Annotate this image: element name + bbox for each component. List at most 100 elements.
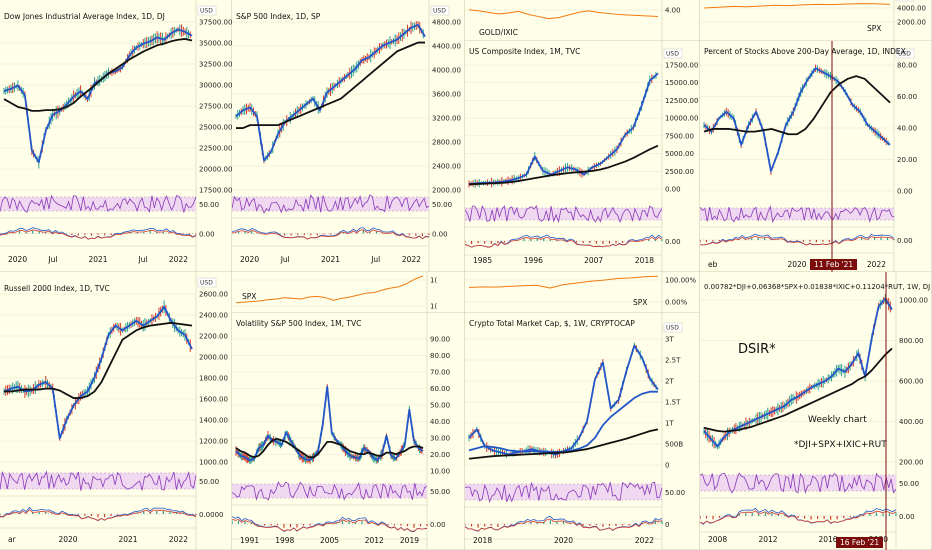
y-tick-label: 27500.00 <box>199 103 232 111</box>
currency-badge <box>895 48 915 59</box>
macd-signal-line <box>700 235 895 246</box>
macd-tick-label: 0.0000 <box>199 511 224 519</box>
panel-dji: 37500.00 35000.00 32500.00 30000.00 27500.00… <box>0 0 232 272</box>
y-tick-label: 2500.00 <box>665 168 694 176</box>
y-tick-label: 40.00 <box>430 418 450 426</box>
series-line-price <box>703 3 891 9</box>
x-tick-label: 2018 <box>473 536 492 545</box>
macd-line <box>0 227 197 240</box>
macd-signal-line <box>700 510 897 525</box>
y-tick-label: 20000.00 <box>199 166 232 174</box>
panel-vix: 90.00 80.00 70.00 60.00 50.00 40.00 30.00 20.00… <box>232 313 465 550</box>
chart-vix: 90.00 80.00 70.00 60.00 50.00 40.00 30.00 20.00… <box>232 313 465 550</box>
chart-title: SPX <box>867 24 882 33</box>
series-line-ma <box>235 437 424 459</box>
series-line-ma <box>3 38 193 112</box>
y-tick-label: 2000.00 <box>432 187 461 195</box>
panel-crypto: 3T 2.5T 2T 1.5T 1T 500B 0 USD 50.00 0 2018 2020 2022… <box>465 313 700 550</box>
y-tick-label: 35000.00 <box>199 40 232 48</box>
y-tick-label: 600.00 <box>899 378 924 386</box>
x-tick-label: 1985 <box>473 256 492 265</box>
rsi-tick-label: 50.00 <box>899 480 919 488</box>
y-tick-label: 0.00 <box>665 186 681 194</box>
macd-tick-label: 0.00 <box>430 521 446 529</box>
macd-signal-line <box>0 229 197 240</box>
x-tick-label: Jul <box>47 255 57 264</box>
y-tick-label: 32500.00 <box>199 61 232 69</box>
y-tick-label: 1000.00 <box>199 459 228 467</box>
currency-badge <box>197 5 217 16</box>
y-tick-label: 0.00 <box>897 188 913 196</box>
series-line-price <box>3 28 193 164</box>
series-line-ma <box>703 347 893 433</box>
x-tick-label: 2020 <box>787 260 806 269</box>
y-tick-label: 7500.00 <box>665 132 694 140</box>
chart-title: 0.00782*DJI+0.06368*SPX+0.01838*IXIC+0.1… <box>704 283 931 291</box>
date-marker-label: 11 Feb '21 <box>810 259 858 270</box>
rsi-band <box>700 475 896 491</box>
x-tick-label: 2022 <box>169 535 188 544</box>
rsi-line <box>232 194 430 214</box>
rsi-line <box>700 472 897 495</box>
chart-spx-mini-1: 4000.00 2000.00 USD <box>700 0 932 41</box>
chart-spx-mini-3: 100.00% 0.00% <box>465 272 700 313</box>
x-tick-label: 2021 <box>321 255 340 264</box>
series-line-ma <box>4 321 193 399</box>
x-tick-label: 2020 <box>58 535 77 544</box>
y-tick-label: 17500.00 <box>665 62 698 70</box>
chart-title: SPX <box>242 292 257 301</box>
x-tick-label: 2020 <box>8 255 27 264</box>
y-tick-label: 30000.00 <box>199 82 232 90</box>
y-tick-label: 100.00% <box>665 277 696 285</box>
y-tick-label: 4400.00 <box>432 43 461 51</box>
macd-tick-label: 0.00 <box>899 513 915 521</box>
rsi-line <box>465 205 663 224</box>
y-tick-label: 1T <box>665 420 674 428</box>
currency-label: USD <box>898 0 911 1</box>
rsi-line <box>0 470 197 491</box>
y-tick-label: 70.00 <box>430 369 450 377</box>
chart-title: Russell 2000 Index, 1D, TVC <box>4 284 110 293</box>
y-tick-label: 15000.00 <box>665 79 698 87</box>
panel-dsir: 1000.00 800.00 600.00 400.00 200.00 50.00 0.00… <box>700 272 932 550</box>
x-tick-label: 2022 <box>635 536 654 545</box>
macd-line <box>700 233 895 246</box>
x-tick-label: 2012 <box>365 536 384 545</box>
x-tick-label: ar <box>8 535 17 544</box>
y-tick-label: 2T <box>665 378 674 386</box>
currency-label: USD <box>200 8 213 15</box>
y-tick-label: 0 <box>665 462 669 470</box>
y-tick-label: 30.00 <box>430 435 450 443</box>
currency-label: USD <box>666 325 679 332</box>
chart-pct200: 80.00 60.00 40.00 20.00 0.00 USD 0.00 eb 2020 202… <box>700 41 932 272</box>
annotation-weekly: Weekly chart <box>808 415 867 425</box>
rsi-tick-label: 50.00 <box>199 478 219 486</box>
macd-tick-label: 0.00 <box>665 238 681 246</box>
rsi-band <box>700 208 894 220</box>
series-line-price <box>703 67 891 173</box>
macd-tick-label: 0.00 <box>897 237 913 245</box>
panel-spx-mini-3: 100.00% 0.00% SPX <box>465 272 700 313</box>
y-tick-label: 800.00 <box>899 337 924 345</box>
panel-spx: 4800.00 4400.00 4000.00 3600.00 3200.00 2800.… <box>232 0 465 272</box>
currency-label: USD <box>433 8 446 15</box>
chart-crypto: 3T 2.5T 2T 1.5T 1T 500B 0 USD 50.00 0 2018 2020 2022 <box>465 313 700 550</box>
rsi-band <box>232 484 427 498</box>
panel-spx-mini-2: 1(1( SPX <box>232 272 465 313</box>
y-tick-label: 2400.00 <box>432 163 461 171</box>
y-tick-label: 50.00 <box>430 402 450 410</box>
y-tick-label: 25000.00 <box>199 124 232 132</box>
series-line-price <box>468 72 659 185</box>
currency-badge <box>895 0 915 2</box>
rsi-tick-label: 50.00 <box>199 201 219 209</box>
currency-badge <box>430 5 450 16</box>
x-tick-label: 2019 <box>400 536 419 545</box>
x-tick-label: 2021 <box>118 535 137 544</box>
panel-goldixic: 4.00 GOLD/IXIC <box>465 0 700 41</box>
x-tick-label: 2018 <box>635 256 654 265</box>
macd-signal-line <box>232 518 428 532</box>
series-line-ma <box>236 41 425 129</box>
y-tick-label: 3600.00 <box>432 91 461 99</box>
macd-signal-line <box>0 509 197 521</box>
series-line-price <box>235 23 426 162</box>
